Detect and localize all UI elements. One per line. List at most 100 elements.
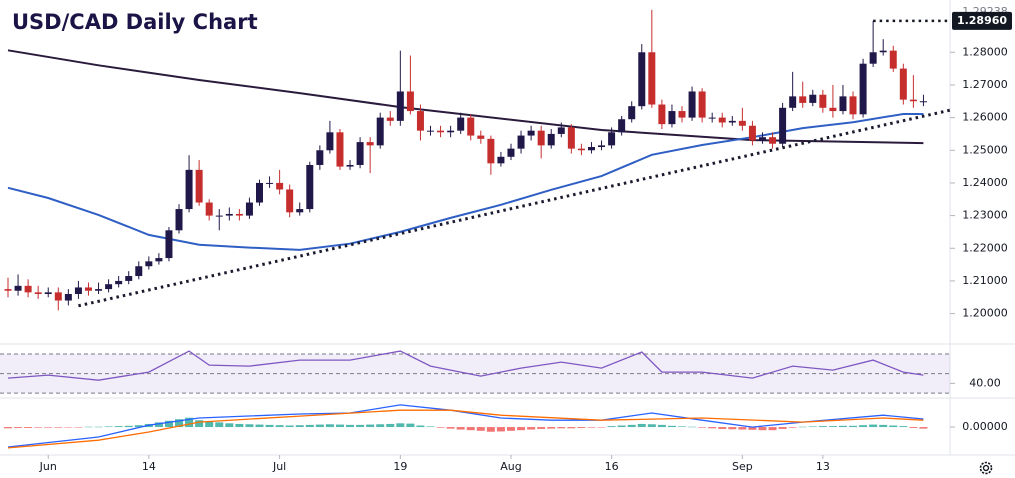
candle-body xyxy=(819,94,827,108)
histogram-bar xyxy=(315,424,324,428)
candle-body xyxy=(84,287,92,291)
candle-body xyxy=(527,130,535,136)
candle-body xyxy=(869,52,877,64)
histogram-bar xyxy=(456,427,465,430)
histogram-bar xyxy=(225,423,234,428)
histogram-bar xyxy=(788,427,797,428)
histogram-bar xyxy=(44,427,53,428)
candle-body xyxy=(567,127,575,149)
candle-body xyxy=(406,91,414,112)
histogram-bar xyxy=(366,424,375,428)
histogram-bar xyxy=(909,427,918,428)
candle-body xyxy=(648,52,656,105)
candle-body xyxy=(155,258,163,262)
histogram-bar xyxy=(557,427,566,429)
histogram-bar xyxy=(607,426,616,428)
candle-body xyxy=(437,130,445,133)
x-tick-label: Sep xyxy=(732,460,753,473)
y-tick-label: 1.26000 xyxy=(962,111,1008,124)
candle-body xyxy=(125,276,133,281)
candle-body xyxy=(789,96,797,108)
histogram-bar xyxy=(466,427,475,431)
candle-body xyxy=(668,111,676,125)
histogram-bar xyxy=(718,427,727,429)
histogram-bar xyxy=(74,427,83,428)
histogram-bar xyxy=(547,427,556,429)
candle-body xyxy=(598,145,606,147)
histogram-bar xyxy=(195,420,204,428)
candle-body xyxy=(769,137,777,144)
histogram-bar xyxy=(637,423,646,428)
candle-body xyxy=(366,142,374,146)
histogram-bar xyxy=(275,425,284,428)
candle-body xyxy=(467,117,475,136)
moving-average xyxy=(7,113,924,251)
candle-body xyxy=(34,292,42,294)
histogram-bar xyxy=(808,426,817,428)
histogram-bar xyxy=(657,424,666,428)
histogram-bar xyxy=(647,424,656,428)
candle-body xyxy=(386,117,394,121)
histogram-bar xyxy=(617,425,626,428)
candle-body xyxy=(245,202,253,216)
y-tick-label: 1.25000 xyxy=(962,143,1008,156)
settings-icon[interactable] xyxy=(979,461,993,475)
histogram-bar xyxy=(698,427,707,428)
candle-body xyxy=(14,285,22,291)
candle-body xyxy=(839,96,847,112)
candle-body xyxy=(24,285,32,293)
y-tick-label: 1.20000 xyxy=(962,307,1008,320)
histogram-bar xyxy=(426,426,435,428)
y-tick-label: 1.21000 xyxy=(962,274,1008,287)
x-tick-label: 16 xyxy=(605,460,619,473)
candle-body xyxy=(809,94,817,103)
histogram-bar xyxy=(678,426,687,428)
candle-body xyxy=(748,125,756,141)
y-tick-label: 1.23000 xyxy=(962,209,1008,222)
histogram-bar xyxy=(54,427,63,428)
histogram-bar xyxy=(265,424,274,428)
candle-body xyxy=(547,133,555,146)
candle-body xyxy=(587,147,595,151)
histogram-bar xyxy=(14,427,23,428)
histogram-bar xyxy=(627,424,636,428)
histogram-bar xyxy=(486,427,495,432)
x-tick-label: 19 xyxy=(393,460,407,473)
candle-body xyxy=(728,120,736,123)
histogram-bar xyxy=(416,425,425,428)
candle-body xyxy=(175,209,183,231)
histogram-bar xyxy=(728,427,737,430)
candle-body xyxy=(919,101,927,103)
candle-body xyxy=(557,127,565,134)
histogram-bar xyxy=(376,424,385,428)
candle-body xyxy=(165,230,173,259)
histogram-bar xyxy=(798,426,807,428)
histogram-bar xyxy=(889,425,898,428)
candle-body xyxy=(64,294,72,301)
histogram-bar xyxy=(325,424,334,428)
candle-body xyxy=(205,202,213,216)
histogram-bar xyxy=(285,425,294,428)
candle-body xyxy=(235,213,243,216)
histogram-bar xyxy=(496,427,505,432)
histogram-bar xyxy=(34,427,43,428)
chart-title: USD/CAD Daily Chart xyxy=(12,10,258,34)
y-tick-label: 1.24000 xyxy=(962,176,1008,189)
candle-body xyxy=(447,130,455,133)
indicator-line xyxy=(7,350,924,381)
histogram-bar xyxy=(124,425,133,428)
candle-body xyxy=(44,292,52,294)
histogram-bar xyxy=(587,427,596,428)
candle-body xyxy=(215,215,223,217)
candle-body xyxy=(266,182,274,184)
candle-body xyxy=(678,111,686,118)
histogram-bar xyxy=(567,427,576,429)
candle-body xyxy=(286,189,294,213)
candle-body xyxy=(909,99,917,102)
candle-body xyxy=(457,117,465,131)
candle-body xyxy=(316,150,324,165)
histogram-bar xyxy=(476,427,485,431)
candle-body xyxy=(618,119,626,133)
histogram-bar xyxy=(818,426,827,428)
candle-body xyxy=(658,104,666,125)
